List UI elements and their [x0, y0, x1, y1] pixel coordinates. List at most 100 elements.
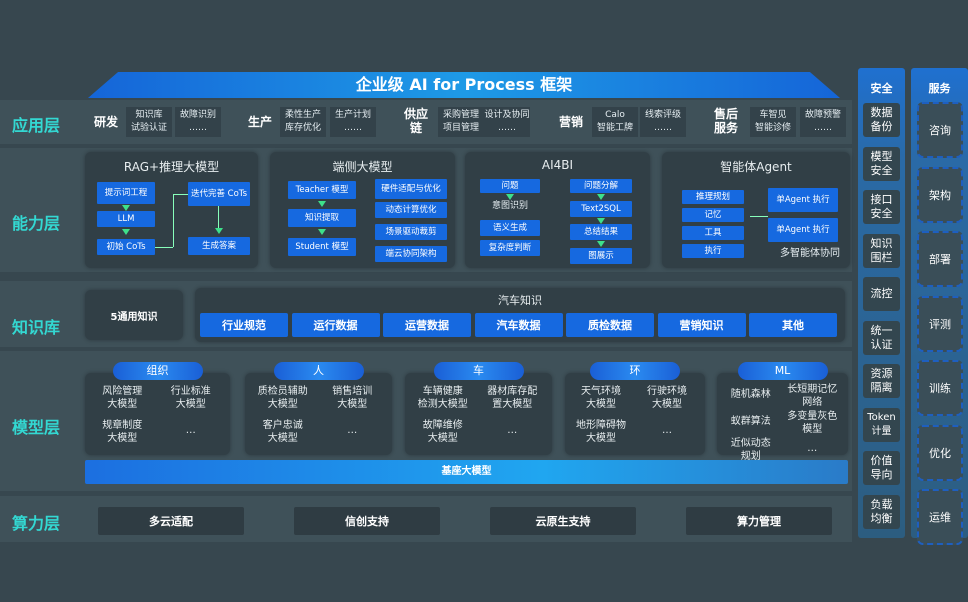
security-item[interactable]: 统一 认证: [863, 320, 900, 355]
app-item[interactable]: 项目管理: [442, 123, 479, 133]
model-item[interactable]: 多变量灰色 模型: [787, 411, 838, 435]
service-item[interactable]: 优化: [917, 424, 963, 481]
knowledge-item[interactable]: 行业规范: [200, 313, 288, 337]
app-item[interactable]: 智能诊修: [754, 123, 791, 133]
capability-item[interactable]: Teacher 模型: [288, 181, 356, 199]
compute-item[interactable]: 云原生支持: [490, 507, 636, 535]
security-item[interactable]: Token 计量: [863, 407, 900, 442]
security-item[interactable]: 价值 导向: [863, 451, 900, 485]
model-item[interactable]: 天气环境 大模型: [581, 386, 621, 410]
capability-item[interactable]: 问题分解: [570, 179, 632, 193]
app-item[interactable]: 柔性生产: [284, 110, 321, 120]
capability-item[interactable]: 提示词工程: [97, 182, 155, 204]
compute-item[interactable]: 多云适配: [98, 507, 244, 535]
capability-item[interactable]: 语义生成: [480, 220, 540, 236]
model-item[interactable]: 行驶环境 大模型: [647, 386, 687, 410]
app-item[interactable]: 故障预警: [804, 110, 841, 120]
model-group-label[interactable]: 人: [273, 362, 364, 380]
capability-item[interactable]: 端云协同架构: [375, 246, 447, 262]
app-item[interactable]: 库存优化: [284, 123, 321, 133]
capability-item[interactable]: 动态计算优化: [375, 202, 447, 218]
capability-item[interactable]: 图展示: [570, 248, 632, 264]
model-item[interactable]: 长短期记忆 网络: [787, 384, 838, 408]
service-item[interactable]: 评测: [917, 295, 963, 352]
model-item[interactable]: 蚁群算法: [730, 416, 771, 427]
capability-item[interactable]: 知识提取: [288, 209, 356, 227]
model-item[interactable]: 客户忠诚 大模型: [262, 420, 303, 444]
model-group-label[interactable]: ML: [737, 362, 828, 380]
security-item[interactable]: 负载 均衡: [863, 494, 900, 529]
app-item[interactable]: 知识库: [135, 110, 163, 120]
knowledge-item[interactable]: 运营数据: [383, 313, 471, 337]
capability-item[interactable]: 推理规划: [682, 190, 744, 204]
model-item[interactable]: 地形障碍物 大模型: [576, 420, 626, 444]
model-item[interactable]: 行业标准 大模型: [170, 386, 211, 410]
knowledge-item[interactable]: 其他: [749, 313, 837, 337]
capability-item[interactable]: 工具: [682, 226, 744, 240]
model-group-label[interactable]: 车: [433, 362, 524, 380]
capability-item[interactable]: 执行: [682, 244, 744, 258]
app-item[interactable]: 生产计划: [334, 110, 371, 120]
model-item[interactable]: 车辆健康 检测大模型: [417, 386, 468, 410]
app-item[interactable]: 智能工牌: [596, 123, 633, 133]
model-item[interactable]: 近似动态 规划: [730, 438, 771, 462]
model-item[interactable]: 销售培训 大模型: [332, 386, 373, 410]
model-group-label[interactable]: 环: [590, 362, 680, 380]
app-item[interactable]: 故障识别: [179, 110, 216, 120]
capability-item[interactable]: 记忆: [682, 208, 744, 222]
compute-item[interactable]: 信创支持: [294, 507, 440, 535]
model-item[interactable]: 器材库存配 置大模型: [487, 386, 538, 410]
base-model-bar[interactable]: 基座大模型: [85, 460, 848, 484]
model-item[interactable]: 随机森林: [730, 389, 771, 400]
capability-item[interactable]: 问题: [480, 179, 540, 193]
capability-item[interactable]: 总结结果: [570, 224, 632, 240]
knowledge-item[interactable]: 汽车数据: [474, 313, 563, 337]
app-item[interactable]: ……: [189, 123, 207, 133]
knowledge-item[interactable]: 质检数据: [566, 313, 654, 337]
service-item[interactable]: 部署: [917, 231, 963, 287]
service-item[interactable]: 架构: [917, 166, 963, 223]
app-item[interactable]: 设计及协同: [484, 110, 530, 120]
model-item[interactable]: 故障维修 大模型: [422, 420, 463, 444]
knowledge-item[interactable]: 运行数据: [291, 313, 380, 337]
service-item[interactable]: 咨询: [917, 102, 963, 158]
security-item[interactable]: 接口 安全: [863, 190, 900, 224]
capability-item[interactable]: 初始 CoTs: [97, 239, 155, 255]
knowledge-item[interactable]: 营销知识: [657, 313, 746, 337]
capability-item[interactable]: 生成答案: [188, 237, 250, 255]
single-agent-box[interactable]: 单Agent 执行: [768, 218, 838, 242]
app-item[interactable]: ……: [654, 123, 672, 133]
app-item[interactable]: 线索评级: [644, 110, 681, 120]
app-item[interactable]: ……: [498, 123, 516, 133]
model-item[interactable]: …: [347, 425, 358, 436]
app-item[interactable]: ……: [814, 123, 832, 133]
capability-item[interactable]: Student 模型: [288, 238, 356, 256]
app-item[interactable]: Calo: [605, 110, 625, 120]
security-item[interactable]: 知识 围栏: [863, 233, 900, 268]
single-agent-box[interactable]: 单Agent 执行: [768, 188, 838, 212]
capability-item[interactable]: 复杂度判断: [480, 240, 540, 256]
app-item[interactable]: 车智见: [759, 110, 787, 120]
capability-item[interactable]: 硬件适配与优化: [375, 179, 447, 199]
app-item[interactable]: ……: [344, 123, 362, 133]
service-item[interactable]: 运维: [917, 489, 963, 545]
model-item[interactable]: 质检员辅助 大模型: [257, 386, 308, 410]
model-item[interactable]: 风险管理 大模型: [102, 386, 143, 410]
security-item[interactable]: 资源 隔离: [863, 364, 900, 398]
app-item[interactable]: 采购管理: [442, 110, 479, 120]
model-item[interactable]: 规章制度 大模型: [102, 420, 143, 444]
model-item[interactable]: …: [185, 425, 196, 436]
security-item[interactable]: 数据 备份: [863, 103, 900, 137]
capability-item[interactable]: 迭代完善 CoTs: [188, 182, 250, 206]
service-item[interactable]: 训练: [917, 360, 963, 416]
capability-item[interactable]: 场景驱动裁剪: [375, 224, 447, 240]
model-group-label[interactable]: 组织: [112, 362, 203, 380]
model-item[interactable]: …: [507, 425, 518, 436]
compute-item[interactable]: 算力管理: [686, 507, 832, 535]
security-item[interactable]: 模型 安全: [863, 146, 900, 181]
capability-item[interactable]: LLM: [97, 211, 155, 227]
model-item[interactable]: …: [807, 443, 818, 454]
model-item[interactable]: …: [662, 425, 672, 436]
security-item[interactable]: 流控: [863, 277, 900, 311]
capability-item[interactable]: Text2SQL: [570, 201, 632, 217]
